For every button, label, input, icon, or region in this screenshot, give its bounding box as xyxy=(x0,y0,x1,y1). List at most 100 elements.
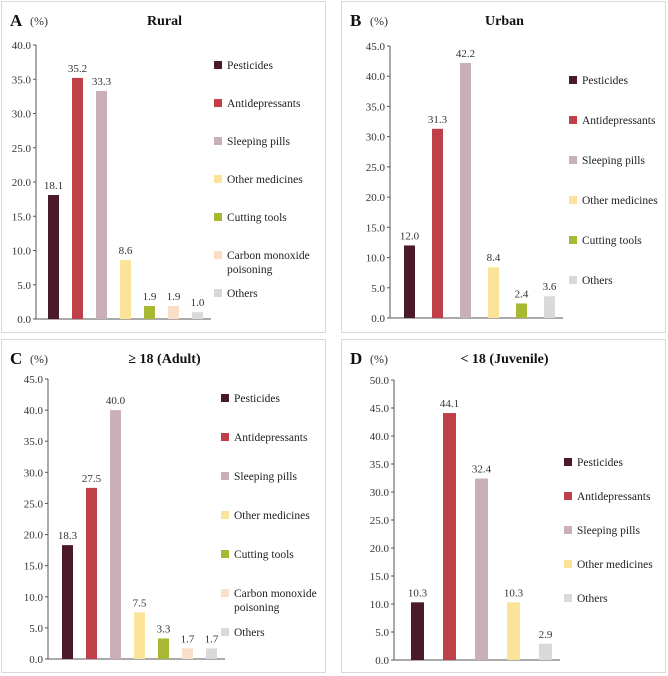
y-tick-label: 25.0 xyxy=(370,515,390,527)
legend-swatch-other-medicines xyxy=(569,196,577,204)
data-label-antidepressants: 35.2 xyxy=(68,63,87,75)
y-tick-label: 25.0 xyxy=(366,162,386,174)
panel-juvenile: D (%) < 18 (Juvenile) 0.0 5.0 10.0 15.0 20.0 25.… xyxy=(341,339,666,673)
y-tick-label: 15.0 xyxy=(366,222,386,234)
bar-others xyxy=(539,643,552,660)
y-tick-label: 10.0 xyxy=(24,592,44,604)
y-tick-label: 35.0 xyxy=(366,101,386,113)
y-tick-label: 0.0 xyxy=(371,313,385,325)
legend-swatch-antidepressants xyxy=(221,433,229,441)
bar-cutting-tools xyxy=(158,638,169,659)
unit-label: (%) xyxy=(30,14,48,28)
legend-label-pesticides: Pesticides xyxy=(577,457,624,469)
legend-label-other-medicines: Other medicines xyxy=(234,510,310,522)
legend-swatch-carbon-monoxide-poisoning xyxy=(214,251,222,259)
unit-label: (%) xyxy=(30,352,48,366)
legend-swatch-others xyxy=(221,628,229,636)
y-tick-label: 25.0 xyxy=(12,143,32,155)
chart-title: ≥ 18 (Adult) xyxy=(128,352,201,367)
legend-label-pesticides: Pesticides xyxy=(227,60,274,72)
legend-swatch-other-medicines xyxy=(214,175,222,183)
chart-svg-b: B (%) Urban 0.0 5.0 10.0 15.0 20.0 25.0 30.0 35.0 4… xyxy=(350,11,658,325)
legend-label-antidepressants: Antidepressants xyxy=(234,432,308,444)
legend-swatch-others xyxy=(569,276,577,284)
bar-sleeping-pills xyxy=(96,90,107,320)
y-tick-label: 40.0 xyxy=(366,71,386,83)
legend-swatch-antidepressants xyxy=(214,99,222,107)
data-label-other-medicines: 7.5 xyxy=(133,597,147,609)
legend-swatch-carbon-monoxide-poisoning xyxy=(221,589,229,597)
bar-others xyxy=(192,312,203,319)
legend-swatch-cutting-tools xyxy=(221,550,229,558)
chart-title: Urban xyxy=(485,14,524,29)
y-tick-label: 50.0 xyxy=(370,375,390,387)
bar-sleeping-pills xyxy=(460,62,471,319)
panel-urban: B (%) Urban 0.0 5.0 10.0 15.0 20.0 25.0 30.0 35.0 4… xyxy=(341,1,666,333)
legend-swatch-antidepressants xyxy=(564,492,572,500)
legend-label-antidepressants: Antidepressants xyxy=(582,115,656,127)
y-tick-label: 40.0 xyxy=(370,431,390,443)
bar-pesticides xyxy=(48,195,59,319)
y-tick-label: 5.0 xyxy=(29,623,43,635)
bar-antidepressants xyxy=(443,413,456,660)
legend-label-antidepressants: Antidepressants xyxy=(577,491,651,503)
bar-others xyxy=(206,648,217,659)
bar-other-medicines xyxy=(120,260,131,319)
y-tick-label: 0.0 xyxy=(29,654,43,666)
legend-swatch-cutting-tools xyxy=(569,236,577,244)
chart-title: Rural xyxy=(147,14,182,29)
bar-pesticides xyxy=(411,602,424,660)
legend-label-antidepressants: Antidepressants xyxy=(227,98,301,110)
y-tick-label: 0.0 xyxy=(375,655,389,667)
bar-sleeping-pills xyxy=(110,410,121,659)
data-label-pesticides: 18.1 xyxy=(44,180,63,192)
y-tick-label: 40.0 xyxy=(12,40,32,52)
bar-cutting-tools xyxy=(516,303,527,318)
legend-swatch-other-medicines xyxy=(221,511,229,519)
data-label-antidepressants: 27.5 xyxy=(82,473,102,485)
data-label-others: 3.6 xyxy=(543,281,557,293)
legend-swatch-pesticides xyxy=(564,458,572,466)
data-label-carbon-monoxide-poisoning: 1.9 xyxy=(167,291,181,303)
bar-others xyxy=(544,296,555,318)
data-label-pesticides: 18.3 xyxy=(58,530,78,542)
y-tick-label: 35.0 xyxy=(24,436,44,448)
bar-other-medicines xyxy=(488,267,499,318)
data-label-sleeping-pills: 33.3 xyxy=(92,76,112,88)
legend-label-others: Others xyxy=(577,593,608,605)
data-label-other-medicines: 8.4 xyxy=(487,252,501,264)
data-label-cutting-tools: 3.3 xyxy=(157,623,171,635)
legend-swatch-cutting-tools xyxy=(214,213,222,221)
y-tick-label: 5.0 xyxy=(375,627,389,639)
bar-sleeping-pills xyxy=(475,478,488,660)
panel-letter: D xyxy=(350,349,362,368)
legend-swatch-pesticides xyxy=(221,394,229,402)
legend-swatch-pesticides xyxy=(214,61,222,69)
unit-label: (%) xyxy=(370,352,388,366)
y-tick-label: 5.0 xyxy=(17,280,31,292)
data-label-carbon-monoxide-poisoning: 1.7 xyxy=(181,633,195,645)
panel-adult: C (%) ≥ 18 (Adult) 0.0 5.0 10.0 15.0 20.0 25.0 30… xyxy=(1,339,326,673)
legend-swatch-others xyxy=(214,289,222,297)
data-label-sleeping-pills: 42.2 xyxy=(456,48,475,60)
chart-svg-c: C (%) ≥ 18 (Adult) 0.0 5.0 10.0 15.0 20.0 25.0 30… xyxy=(10,349,317,666)
legend-label-carbon-monoxide-poisoning: poisoning xyxy=(227,264,273,276)
legend-label-sleeping-pills: Sleeping pills xyxy=(234,471,297,483)
data-label-antidepressants: 44.1 xyxy=(440,398,459,410)
unit-label: (%) xyxy=(370,14,388,28)
y-tick-label: 20.0 xyxy=(24,530,44,542)
data-label-others: 1.0 xyxy=(191,297,205,309)
legend-label-carbon-monoxide-poisoning: poisoning xyxy=(234,602,280,614)
bar-cutting-tools xyxy=(144,305,155,319)
legend-swatch-other-medicines xyxy=(564,560,572,568)
legend-label-pesticides: Pesticides xyxy=(582,75,629,87)
y-tick-label: 35.0 xyxy=(370,459,390,471)
y-tick-label: 5.0 xyxy=(371,283,385,295)
panel-rural: A (%) Rural 0.0 5.0 10.0 15.0 20.0 25.0 30.0 35.0 4… xyxy=(1,1,326,333)
bar-antidepressants xyxy=(72,77,83,319)
chart-svg-a: A (%) Rural 0.0 5.0 10.0 15.0 20.0 25.0 30.0 35.0 4… xyxy=(10,11,310,326)
y-tick-label: 30.0 xyxy=(24,467,44,479)
legend-swatch-pesticides xyxy=(569,76,577,84)
y-tick-label: 10.0 xyxy=(12,246,32,258)
chart-svg-d: D (%) < 18 (Juvenile) 0.0 5.0 10.0 15.0 20.0 25.… xyxy=(350,349,653,667)
